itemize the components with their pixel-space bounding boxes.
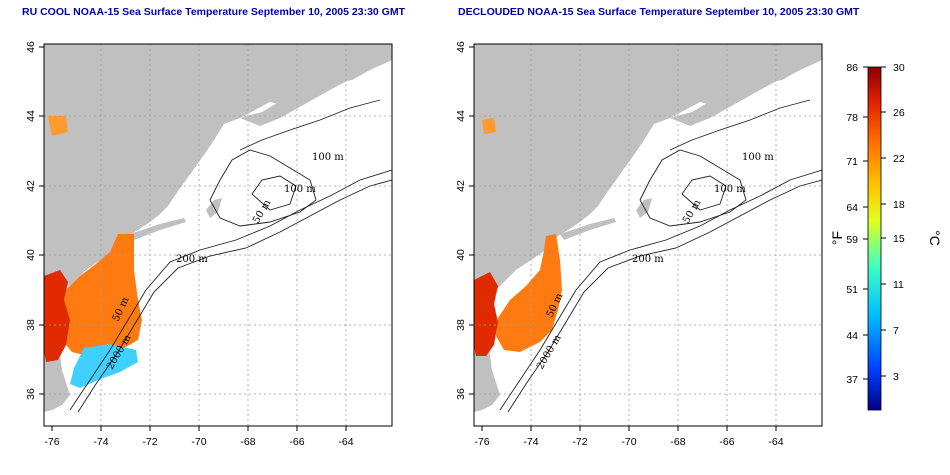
right-lon-tick-label: -66 — [719, 436, 734, 448]
colorbar-c-tick-label: 22 — [893, 153, 905, 165]
right-land-mainland — [474, 44, 822, 412]
left-lon-tick-label: -72 — [142, 436, 157, 448]
right-contour-label-100m-georges: 100 m — [714, 184, 746, 195]
left-lat-tick-labels: 46 44 42 40 38 36 — [25, 41, 37, 400]
right-sst-warm-patch — [496, 234, 562, 352]
colorbar-f-tick-label: 86 — [846, 62, 858, 74]
left-lon-tick-label: -74 — [93, 436, 108, 448]
right-lon-tick-label: -70 — [621, 436, 636, 448]
left-contour-label-100m-north: 100 m — [312, 152, 344, 163]
right-land-nova-scotia — [670, 48, 822, 126]
colorbar-f-tick-label: 51 — [846, 284, 858, 296]
colorbar-c-tick-label: 15 — [893, 233, 905, 245]
left-contour-label-100m-georges: 100 m — [284, 184, 316, 195]
right-contour-label-200m: 200 m — [632, 254, 664, 265]
right-contour-label-100m-north: 100 m — [742, 152, 774, 163]
left-sst-maine-patch — [48, 116, 68, 136]
right-lon-tick-labels: -76 -74 -72 -70 -68 -66 -64 — [474, 436, 783, 448]
colorbar-unit-celsius: °C — [927, 230, 943, 246]
right-lon-tick-label: -74 — [523, 436, 538, 448]
left-land-long-island — [130, 218, 186, 240]
right-sst-chesapeake — [474, 272, 498, 356]
colorbar-c-tick-label: 18 — [893, 199, 905, 211]
right-axis-ticks — [469, 46, 777, 431]
colorbar-c-tick-label: 26 — [893, 107, 905, 119]
left-lat-tick-label: 38 — [25, 319, 37, 331]
colorbar-fahrenheit-labels: 86 78 71 64 59 51 44 37 — [846, 62, 858, 386]
colorbar-f-tick-label: 64 — [846, 202, 858, 214]
left-sst-cold-patch — [70, 344, 138, 388]
right-lat-tick-label: 44 — [455, 110, 467, 122]
colorbar-f-tick-label: 37 — [846, 374, 858, 386]
colorbar: 86 78 71 64 59 51 44 37 30 26 22 18 15 1… — [829, 62, 943, 411]
right-lat-tick-labels: 46 44 42 40 38 36 — [455, 41, 467, 400]
colorbar-unit-fahrenheit: °F — [829, 231, 845, 245]
left-lon-tick-label: -64 — [338, 436, 353, 448]
left-land-mainland — [44, 44, 392, 412]
colorbar-f-tick-label: 78 — [846, 112, 858, 124]
left-lat-tick-label: 40 — [25, 249, 37, 261]
right-land-long-island — [560, 218, 616, 240]
left-lon-tick-label: -76 — [44, 436, 59, 448]
left-sst-chesapeake — [44, 270, 70, 362]
left-axis-ticks — [39, 46, 347, 431]
right-lat-tick-label: 40 — [455, 249, 467, 261]
left-lat-tick-label: 46 — [25, 41, 37, 53]
left-lon-tick-labels: -76 -74 -72 -70 -68 -66 -64 — [44, 436, 353, 448]
right-lat-tick-label: 38 — [455, 319, 467, 331]
colorbar-f-tick-label: 44 — [846, 330, 858, 342]
right-lon-tick-label: -76 — [474, 436, 489, 448]
colorbar-celsius-labels: 30 26 22 18 15 11 7 3 — [893, 62, 905, 383]
left-map-title: RU COOL NOAA-15 Sea Surface Temperature … — [22, 6, 406, 18]
right-map-title: DECLOUDED NOAA-15 Sea Surface Temperatur… — [458, 6, 860, 18]
left-contours — [69, 99, 392, 413]
left-lat-tick-label: 44 — [25, 110, 37, 122]
right-contours — [499, 99, 822, 413]
right-lon-tick-label: -68 — [670, 436, 685, 448]
right-map: 100 m 100 m 50 m 200 m 50 m 2000 m -76 -… — [455, 41, 823, 448]
colorbar-c-tick-label: 7 — [893, 325, 899, 337]
left-lon-tick-label: -70 — [191, 436, 206, 448]
colorbar-f-tick-label: 59 — [846, 234, 858, 246]
left-land-nova-scotia — [240, 48, 392, 126]
right-lat-tick-label: 46 — [455, 41, 467, 53]
colorbar-gradient — [867, 66, 882, 411]
right-lat-tick-label: 42 — [455, 180, 467, 192]
left-contour-label-200m: 200 m — [176, 254, 208, 265]
left-map: 100 m 100 m 50 m 200 m 50 m 2000 m -76 -… — [25, 41, 393, 448]
colorbar-c-tick-label: 11 — [893, 279, 904, 291]
right-sst-maine-patch — [482, 118, 496, 134]
left-lat-tick-label: 42 — [25, 180, 37, 192]
left-lat-tick-label: 36 — [25, 388, 37, 400]
right-lon-tick-label: -64 — [768, 436, 783, 448]
right-lat-tick-label: 36 — [455, 388, 467, 400]
left-lon-tick-label: -66 — [289, 436, 304, 448]
left-lon-tick-label: -68 — [240, 436, 255, 448]
colorbar-ticks — [863, 66, 886, 380]
colorbar-c-tick-label: 30 — [893, 62, 905, 74]
left-map-border — [43, 43, 393, 427]
colorbar-f-tick-label: 71 — [846, 156, 858, 168]
colorbar-c-tick-label: 3 — [893, 371, 899, 383]
right-lon-tick-label: -72 — [572, 436, 587, 448]
right-map-border — [473, 43, 823, 427]
